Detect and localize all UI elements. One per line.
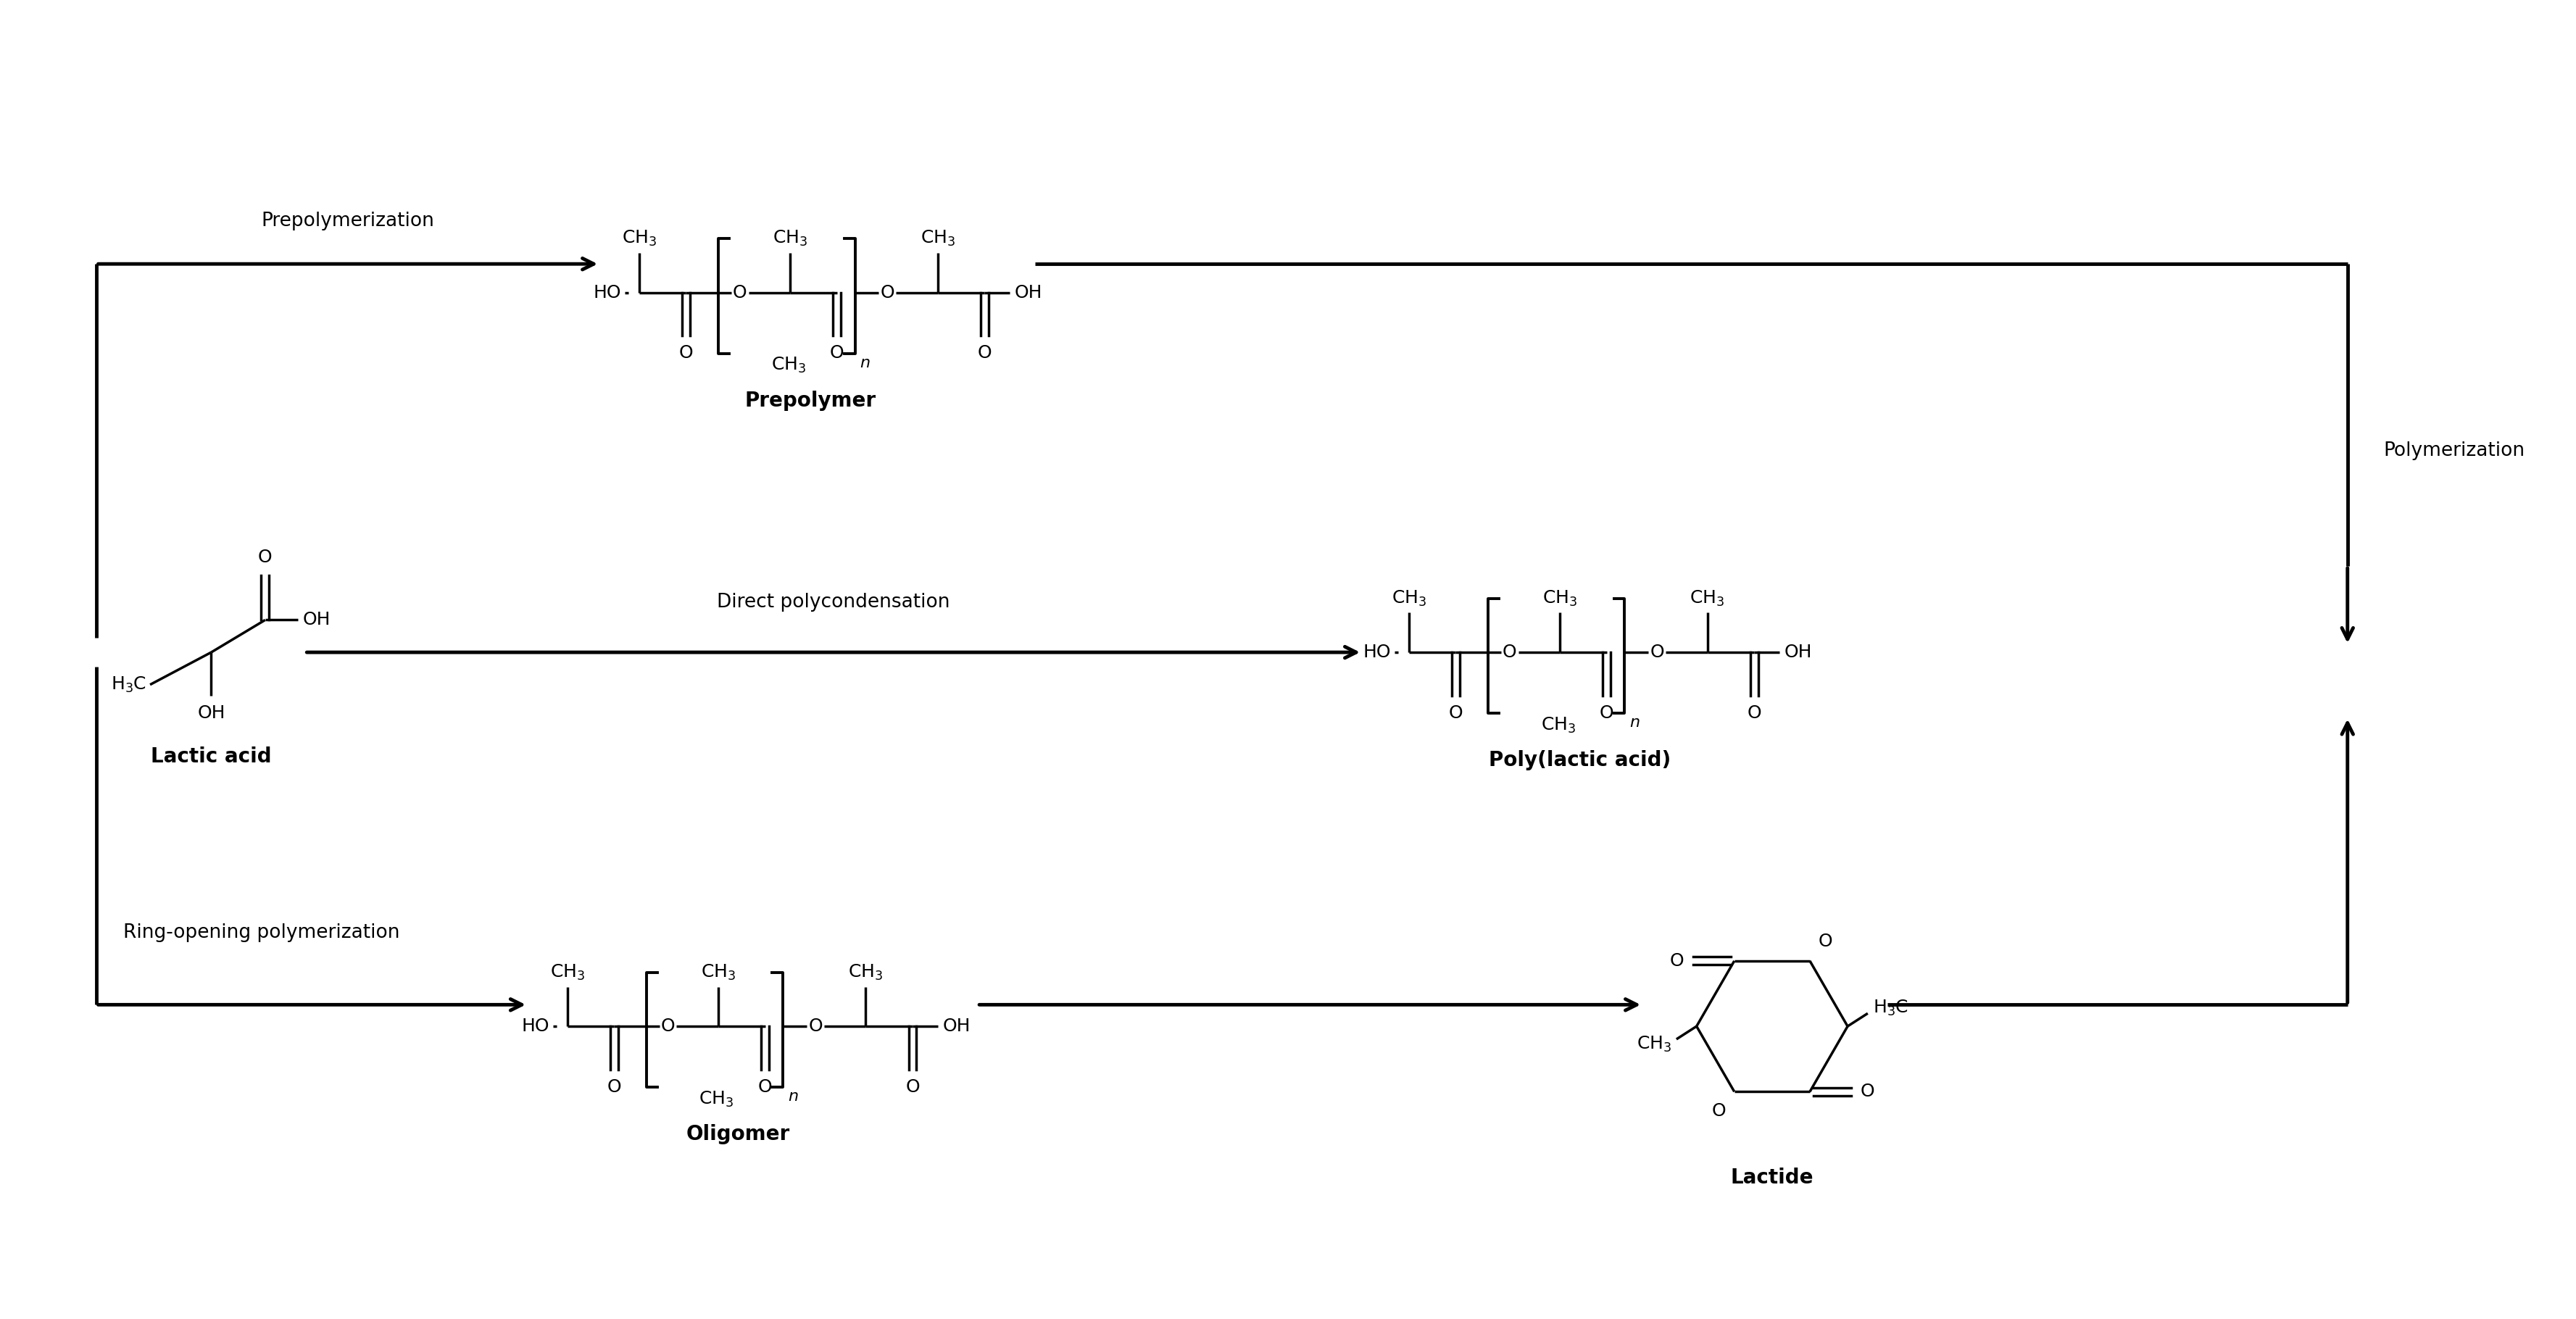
- Text: O: O: [608, 1078, 621, 1096]
- Text: O: O: [1502, 644, 1517, 661]
- Text: O: O: [1448, 704, 1463, 721]
- Text: CH$_3$: CH$_3$: [549, 963, 585, 981]
- Text: H$_3$C: H$_3$C: [1873, 998, 1909, 1018]
- Text: CH$_3$: CH$_3$: [920, 230, 956, 248]
- Text: O: O: [1710, 1103, 1726, 1120]
- Text: CH$_3$: CH$_3$: [701, 963, 737, 981]
- Text: H$_3$C: H$_3$C: [111, 675, 147, 694]
- Text: O: O: [732, 284, 747, 302]
- Text: OH: OH: [198, 704, 224, 721]
- Text: Lactic acid: Lactic acid: [152, 747, 270, 766]
- Text: CH$_3$: CH$_3$: [770, 356, 806, 375]
- Text: HO: HO: [520, 1017, 549, 1035]
- Text: Lactide: Lactide: [1731, 1167, 1814, 1187]
- Text: O: O: [662, 1017, 675, 1035]
- Text: CH$_3$: CH$_3$: [1391, 588, 1427, 608]
- Text: OH: OH: [1785, 644, 1811, 661]
- Text: O: O: [1860, 1083, 1875, 1100]
- Text: n: n: [1631, 716, 1641, 731]
- Text: OH: OH: [301, 611, 330, 629]
- Text: OH: OH: [1015, 284, 1043, 302]
- Text: O: O: [1747, 704, 1762, 721]
- Text: O: O: [680, 344, 693, 361]
- Text: Polymerization: Polymerization: [2383, 442, 2524, 460]
- Text: HO: HO: [1363, 644, 1391, 661]
- Text: OH: OH: [943, 1017, 971, 1035]
- Text: Ring-opening polymerization: Ring-opening polymerization: [124, 923, 399, 942]
- Text: O: O: [1649, 644, 1664, 661]
- Text: CH$_3$: CH$_3$: [848, 963, 884, 981]
- Text: CH$_3$: CH$_3$: [698, 1089, 734, 1108]
- Text: CH$_3$: CH$_3$: [1540, 716, 1577, 735]
- Text: O: O: [809, 1017, 822, 1035]
- Text: O: O: [1819, 933, 1832, 950]
- Text: CH$_3$: CH$_3$: [1690, 588, 1726, 608]
- Text: O: O: [1669, 952, 1685, 969]
- Text: n: n: [860, 356, 871, 371]
- Text: O: O: [976, 344, 992, 361]
- Text: n: n: [788, 1089, 799, 1104]
- Text: O: O: [904, 1078, 920, 1096]
- Text: Poly(lactic acid): Poly(lactic acid): [1489, 751, 1672, 770]
- Text: CH$_3$: CH$_3$: [621, 230, 657, 248]
- Text: O: O: [1600, 704, 1613, 721]
- Text: O: O: [829, 344, 845, 361]
- Text: Direct polycondensation: Direct polycondensation: [716, 592, 951, 612]
- Text: CH$_3$: CH$_3$: [773, 230, 809, 248]
- Text: CH$_3$: CH$_3$: [1636, 1035, 1672, 1054]
- Text: Prepolymer: Prepolymer: [744, 390, 876, 410]
- Text: O: O: [757, 1078, 773, 1096]
- Text: Oligomer: Oligomer: [685, 1124, 791, 1145]
- Text: O: O: [258, 549, 273, 566]
- Text: CH$_3$: CH$_3$: [1543, 588, 1577, 608]
- Text: O: O: [881, 284, 894, 302]
- Text: Prepolymerization: Prepolymerization: [260, 211, 435, 231]
- Text: HO: HO: [592, 284, 621, 302]
